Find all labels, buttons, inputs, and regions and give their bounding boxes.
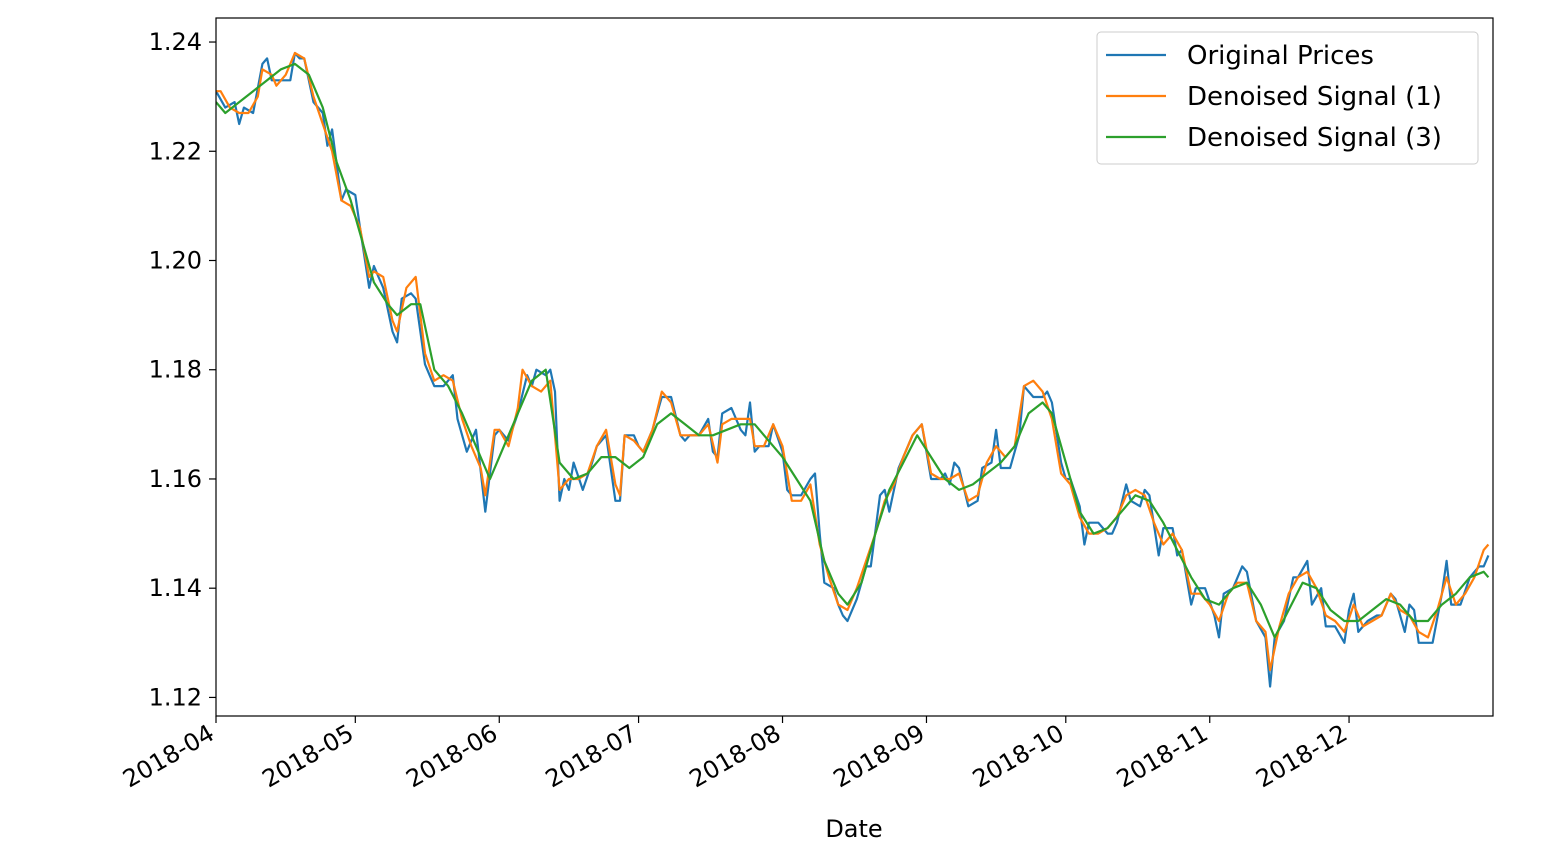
series-line-3 (216, 62, 1490, 639)
legend: Original Prices Denoised Signal (1) Denois… (1096, 31, 1479, 165)
series-layer (216, 51, 1490, 688)
y-tick-label: 1.14 (149, 574, 202, 602)
series-line-2 (216, 51, 1490, 672)
y-tick-label: 1.18 (149, 356, 202, 384)
legend-label-1: Original Prices (1187, 41, 1374, 71)
plot-area (215, 17, 1494, 717)
x-axis: 2018-04 2018-05 2018-06 2018-07 2018-08 2018-… (118, 716, 1352, 793)
legend-label-2: Denoised Signal (1) (1187, 82, 1442, 112)
x-tick-label: 2018-06 (401, 719, 502, 793)
y-tick-label: 1.22 (149, 137, 202, 165)
y-tick-label: 1.24 (149, 28, 202, 56)
y-axis: 1.12 1.14 1.16 1.18 1.20 1.22 1.24 (149, 28, 216, 711)
y-tick-label: 1.20 (149, 246, 202, 274)
x-tick-label: 2018-12 (1251, 719, 1352, 793)
y-tick-label: 1.16 (149, 465, 202, 493)
x-tick-label: 2018-04 (118, 719, 219, 793)
x-tick-label: 2018-08 (685, 719, 786, 793)
x-tick-label: 2018-05 (257, 719, 358, 793)
x-axis-title: Date (825, 815, 882, 843)
axes-frame (215, 17, 1494, 717)
x-tick-label: 2018-09 (829, 719, 930, 793)
legend-label-3: Denoised Signal (3) (1187, 123, 1442, 153)
legend-box (1096, 31, 1479, 165)
y-tick-label: 1.12 (149, 683, 202, 711)
x-tick-label: 2018-07 (541, 719, 642, 793)
x-tick-label: 2018-11 (1112, 719, 1213, 793)
x-tick-label: 2018-10 (968, 719, 1069, 793)
